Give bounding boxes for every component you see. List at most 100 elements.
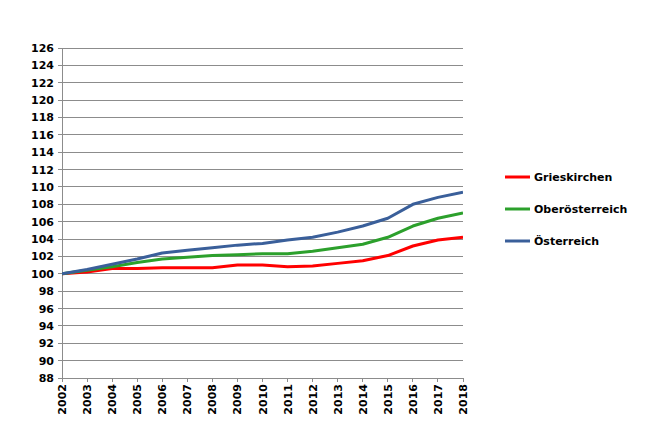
y-tick bbox=[58, 308, 62, 309]
y-tick bbox=[58, 343, 62, 344]
grid-line bbox=[62, 100, 463, 101]
x-tick bbox=[87, 378, 88, 382]
grid-line bbox=[62, 82, 463, 83]
chart: 8890929496981001021041061081101121141161… bbox=[0, 0, 669, 432]
x-tick-label: 2018 bbox=[457, 384, 470, 415]
x-tick bbox=[187, 378, 188, 382]
y-tick bbox=[58, 221, 62, 222]
y-tick-label: 94 bbox=[39, 320, 55, 333]
x-tick-label: 2015 bbox=[382, 384, 395, 415]
y-tick bbox=[58, 169, 62, 170]
y-tick bbox=[58, 134, 62, 135]
x-tick-label: 2005 bbox=[131, 384, 144, 415]
y-tick bbox=[58, 186, 62, 187]
legend-swatch bbox=[505, 240, 530, 243]
legend-label: Grieskirchen bbox=[534, 171, 612, 184]
grid-line bbox=[62, 256, 463, 257]
x-tick bbox=[112, 378, 113, 382]
x-tick bbox=[62, 378, 63, 382]
x-tick-label: 2004 bbox=[106, 384, 119, 415]
y-tick bbox=[58, 65, 62, 66]
y-tick-label: 106 bbox=[31, 216, 54, 229]
x-tick-label: 2013 bbox=[332, 384, 345, 415]
grid-line bbox=[62, 48, 463, 49]
grid-line bbox=[62, 221, 463, 222]
y-tick-label: 118 bbox=[31, 111, 54, 124]
grid-line bbox=[62, 65, 463, 66]
x-tick bbox=[237, 378, 238, 382]
grid-line bbox=[62, 291, 463, 292]
x-tick-label: 2006 bbox=[156, 384, 169, 415]
y-tick-label: 124 bbox=[31, 59, 54, 72]
y-axis bbox=[62, 48, 63, 378]
x-tick bbox=[312, 378, 313, 382]
grid-line bbox=[62, 239, 463, 240]
grid-line bbox=[62, 360, 463, 361]
x-tick bbox=[162, 378, 163, 382]
y-tick-label: 92 bbox=[39, 337, 54, 350]
x-tick bbox=[337, 378, 338, 382]
y-tick bbox=[58, 256, 62, 257]
x-tick-label: 2008 bbox=[206, 384, 219, 415]
x-tick-label: 2003 bbox=[81, 384, 94, 415]
x-tick bbox=[387, 378, 388, 382]
y-tick bbox=[58, 378, 62, 379]
y-tick bbox=[58, 117, 62, 118]
legend-swatch bbox=[505, 208, 530, 211]
legend-label: Österreich bbox=[534, 234, 599, 248]
x-tick-label: 2014 bbox=[357, 384, 370, 415]
y-tick bbox=[58, 360, 62, 361]
grid-line bbox=[62, 169, 463, 170]
y-tick-label: 88 bbox=[39, 372, 54, 385]
grid-line bbox=[62, 117, 463, 118]
legend-label: Oberösterreich bbox=[534, 203, 627, 216]
y-tick-label: 104 bbox=[31, 233, 54, 246]
x-tick bbox=[287, 378, 288, 382]
y-tick-label: 112 bbox=[31, 164, 54, 177]
x-tick-label: 2007 bbox=[181, 384, 194, 415]
y-tick-label: 96 bbox=[39, 303, 55, 316]
grid-line bbox=[62, 308, 463, 309]
legend-swatch bbox=[505, 176, 530, 179]
y-tick bbox=[58, 239, 62, 240]
y-tick bbox=[58, 273, 62, 274]
series-line bbox=[62, 192, 463, 274]
y-tick-label: 110 bbox=[31, 181, 54, 194]
grid-line bbox=[62, 343, 463, 344]
x-tick-label: 2009 bbox=[231, 384, 244, 415]
y-tick-label: 120 bbox=[31, 94, 54, 107]
y-tick-label: 98 bbox=[39, 285, 54, 298]
y-tick-label: 90 bbox=[39, 355, 55, 368]
y-tick-label: 100 bbox=[31, 268, 54, 281]
y-tick-label: 122 bbox=[31, 77, 54, 90]
grid-line bbox=[62, 134, 463, 135]
y-tick-label: 116 bbox=[31, 129, 54, 142]
x-tick-label: 2012 bbox=[307, 384, 320, 415]
y-tick bbox=[58, 291, 62, 292]
grid-line bbox=[62, 152, 463, 153]
x-tick-label: 2002 bbox=[56, 384, 69, 415]
x-tick bbox=[437, 378, 438, 382]
x-tick bbox=[137, 378, 138, 382]
y-tick bbox=[58, 152, 62, 153]
y-tick-label: 108 bbox=[31, 198, 54, 211]
grid-line bbox=[62, 325, 463, 326]
x-tick-label: 2011 bbox=[282, 384, 295, 415]
grid-line bbox=[62, 186, 463, 187]
y-tick bbox=[58, 204, 62, 205]
x-tick bbox=[463, 378, 464, 382]
series-group bbox=[62, 192, 463, 274]
grid-line bbox=[62, 204, 463, 205]
x-tick bbox=[362, 378, 363, 382]
chart-svg: 8890929496981001021041061081101121141161… bbox=[0, 0, 669, 432]
y-tick bbox=[58, 82, 62, 83]
y-tick-label: 102 bbox=[31, 250, 54, 263]
x-tick bbox=[412, 378, 413, 382]
y-tick-label: 126 bbox=[31, 42, 54, 55]
x-tick-label: 2016 bbox=[407, 384, 420, 415]
y-tick bbox=[58, 48, 62, 49]
y-tick bbox=[58, 325, 62, 326]
x-tick bbox=[212, 378, 213, 382]
grid-line bbox=[62, 273, 463, 274]
x-tick bbox=[262, 378, 263, 382]
